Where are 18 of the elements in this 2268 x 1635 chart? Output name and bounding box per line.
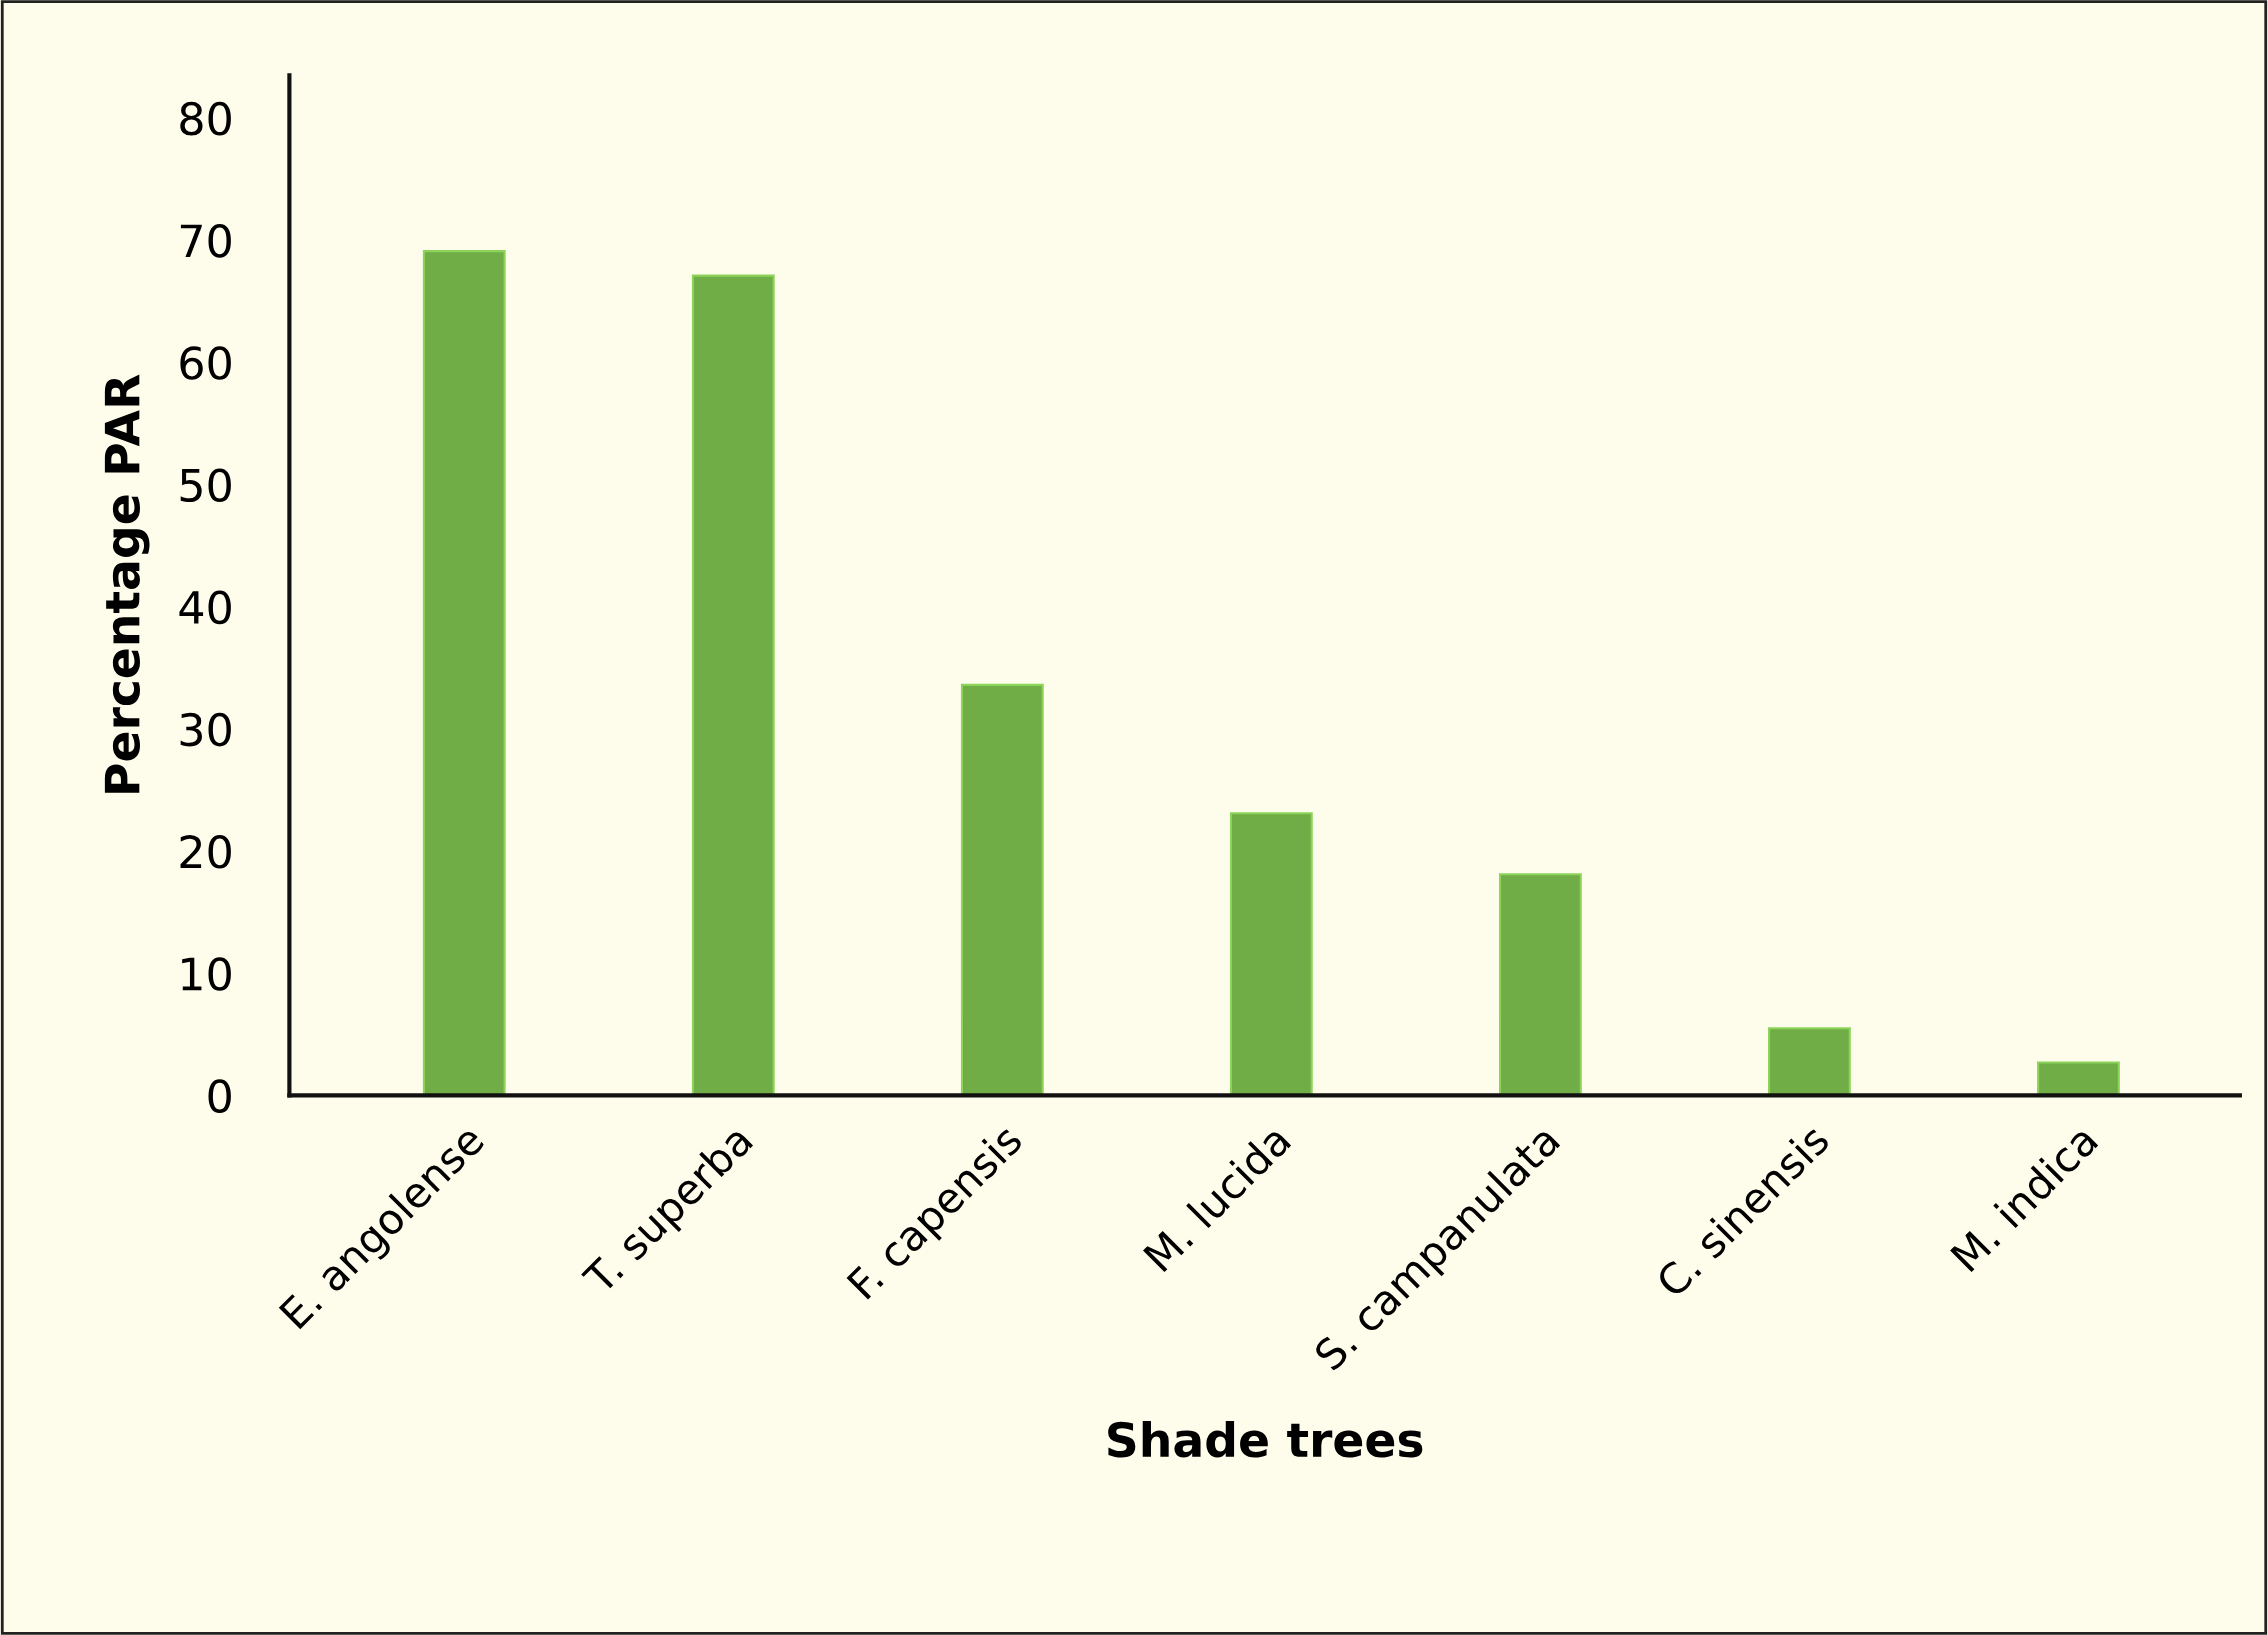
bar	[960, 683, 1044, 1096]
y-tick-label: 70	[180, 224, 231, 258]
y-tick-label: 10	[182, 957, 231, 991]
bar	[1229, 812, 1313, 1096]
y-tick-label: 50	[180, 468, 231, 503]
bar	[1768, 1027, 1851, 1096]
y-tick-label: 40	[179, 590, 231, 625]
y-tick-label: 20	[180, 834, 231, 869]
y-tick-label: 60	[180, 346, 231, 380]
y-tick-label: 80	[180, 101, 231, 136]
bar	[2037, 1061, 2120, 1096]
x-axis-title: Shade trees	[1108, 1420, 1423, 1458]
y-axis-title: Percentage PAR	[104, 374, 150, 793]
bar	[422, 250, 506, 1096]
bar	[1499, 873, 1582, 1096]
y-tick-label: 30	[180, 712, 231, 747]
y-tick-label: 0	[208, 1079, 231, 1113]
bar	[691, 274, 775, 1096]
